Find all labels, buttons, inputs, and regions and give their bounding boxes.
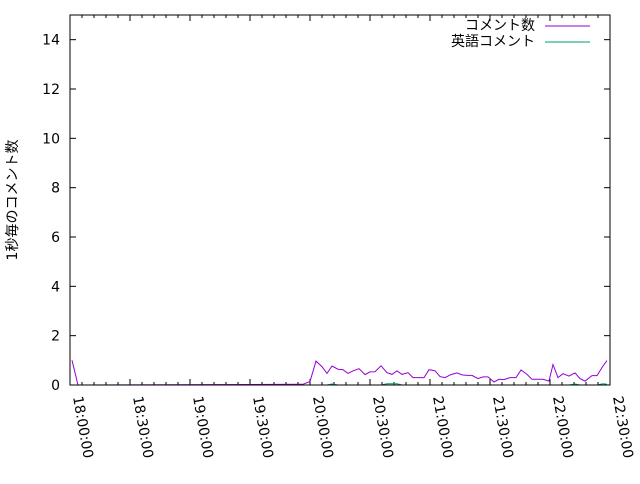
- series-line-0: [72, 360, 607, 385]
- x-tick-label: 22:00:00: [549, 395, 576, 460]
- y-tick-label: 4: [51, 279, 60, 295]
- y-tick-label: 8: [51, 181, 60, 197]
- y-tick-label: 2: [51, 329, 60, 345]
- x-tick-label: 21:00:00: [429, 395, 456, 460]
- y-tick-label: 6: [51, 230, 60, 246]
- y-axis-label: 1秒毎のコメント数: [5, 140, 21, 261]
- x-tick-label: 22:30:00: [609, 395, 636, 460]
- x-tick-label: 19:00:00: [189, 395, 216, 460]
- legend-label-1: 英語コメント: [451, 33, 535, 50]
- x-tick-label: 20:00:00: [309, 395, 336, 460]
- y-tick-label: 14: [42, 33, 60, 49]
- plot-border: [70, 15, 610, 385]
- series-group: [72, 360, 607, 385]
- legend: コメント数 英語コメント: [451, 18, 590, 50]
- x-tick-label: 18:00:00: [69, 395, 96, 460]
- axes: 0 2 4 6 8 10 12 14 18:00:00 18:30:00 19:00:00 19:30…: [42, 15, 636, 460]
- x-tick-label: 21:30:00: [489, 395, 516, 460]
- x-tick-label: 18:30:00: [129, 395, 156, 460]
- x-tick-label: 20:30:00: [369, 395, 396, 460]
- x-tick-label: 19:30:00: [249, 395, 276, 460]
- legend-label-0: コメント数: [465, 18, 535, 34]
- y-tick-label: 12: [42, 82, 60, 98]
- y-tick-label: 10: [42, 131, 60, 147]
- y-tick-label: 0: [51, 378, 60, 394]
